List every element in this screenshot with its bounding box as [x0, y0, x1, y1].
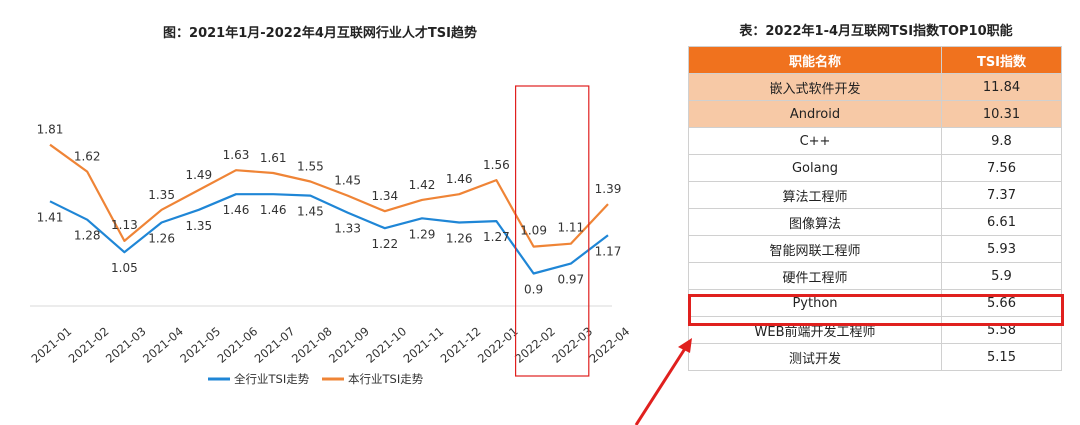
data-label: 1.46: [446, 172, 473, 186]
table-row: C++ 9.8: [688, 127, 1062, 155]
data-label: 1.63: [223, 148, 250, 162]
tsi-value-cell: 5.58: [941, 316, 1062, 344]
table-row: 测试开发 5.15: [688, 343, 1062, 371]
data-label: 1.81: [37, 123, 64, 137]
data-label: 1.46: [260, 203, 287, 217]
role-name-cell: 硬件工程师: [688, 262, 942, 290]
data-label: 1.22: [371, 237, 398, 251]
tsi-value-cell: 7.56: [941, 154, 1062, 182]
role-name-cell: 算法工程师: [688, 181, 942, 209]
data-label: 1.62: [74, 150, 101, 164]
data-label: 1.11: [557, 221, 584, 235]
legend-label: 本行业TSI走势: [348, 372, 424, 386]
tsi-value-cell: 11.84: [941, 73, 1062, 101]
x-tick-label: 2021-01: [29, 324, 75, 366]
role-name-cell: 智能网联工程师: [688, 235, 942, 263]
x-tick-label: 2021-06: [215, 324, 261, 366]
x-tick-label: 2021-12: [438, 324, 484, 366]
python-highlight-box: [688, 294, 1064, 326]
table-row: 算法工程师 7.37: [688, 181, 1062, 209]
data-label: 1.27: [483, 230, 510, 244]
role-name-cell: WEB前端开发工程师: [688, 316, 942, 344]
tsi-value-cell: 7.37: [941, 181, 1062, 209]
x-tick-label: 2021-04: [140, 324, 186, 366]
table-row: Golang 7.56: [688, 154, 1062, 182]
role-name-cell: 测试开发: [688, 343, 942, 371]
tsi-line-chart: 1.41 1.28 1.05 1.26 1.35 1.46 1.46 1.45 1.33 1.22…: [29, 85, 633, 386]
data-label: 1.56: [483, 158, 510, 172]
x-tick-label: 2021-08: [289, 324, 335, 366]
data-label: 1.29: [409, 227, 436, 241]
data-label: 1.45: [334, 174, 361, 188]
data-label: 0.97: [557, 273, 584, 287]
x-tick-label: 2022-04: [587, 324, 633, 366]
x-tick-label: 2022-02: [512, 324, 558, 366]
data-label: 1.61: [260, 151, 287, 165]
data-label: 1.33: [334, 222, 361, 236]
tsi-value-cell: 5.15: [941, 343, 1062, 371]
data-label: 1.49: [185, 168, 212, 182]
tsi-value-cell: 10.31: [941, 100, 1062, 128]
x-tick-label: 2021-05: [177, 324, 223, 366]
data-label: 1.26: [446, 232, 473, 246]
tsi-value-cell: 9.8: [941, 127, 1062, 155]
table-title: 表：2022年1-4月互联网TSI指数TOP10职能: [739, 24, 1013, 39]
data-label: 1.13: [111, 218, 138, 232]
data-label: 1.46: [223, 203, 250, 217]
x-tick-label: 2021-03: [103, 324, 149, 366]
role-name-cell: 图像算法: [688, 208, 942, 236]
table-row: WEB前端开发工程师 5.58: [688, 316, 1062, 344]
data-label: 1.34: [371, 189, 398, 203]
header-role-name: 职能名称: [688, 46, 942, 74]
role-name-cell: C++: [688, 127, 942, 155]
role-name-cell: Golang: [688, 154, 942, 182]
x-tick-label: 2021-02: [66, 324, 112, 366]
x-tick-label: 2021-10: [363, 324, 409, 366]
table-row: 智能网联工程师 5.93: [688, 235, 1062, 263]
data-label: 1.26: [148, 232, 175, 246]
data-label: 0.9: [524, 282, 543, 296]
data-label: 1.05: [111, 261, 138, 275]
x-tick-label: 2021-11: [401, 324, 447, 366]
table-header-row: 职能名称 TSI指数: [688, 46, 1062, 74]
data-label: 1.35: [148, 188, 175, 202]
table-row: Android 10.31: [688, 100, 1062, 128]
data-label: 1.17: [595, 244, 622, 258]
tsi-value-cell: 5.93: [941, 235, 1062, 263]
data-label: 1.09: [520, 224, 547, 238]
table-row: 硬件工程师 5.9: [688, 262, 1062, 290]
chart-title: 图：2021年1月-2022年4月互联网行业人才TSI趋势: [163, 26, 477, 41]
role-name-cell: 嵌入式软件开发: [688, 73, 942, 101]
data-label: 1.45: [297, 205, 324, 219]
data-label: 1.42: [409, 178, 436, 192]
data-label: 1.41: [37, 210, 64, 224]
highlight-box-2022: [514, 85, 590, 377]
x-tick-label: 2021-07: [252, 324, 298, 366]
legend-label: 全行业TSI走势: [234, 372, 310, 386]
data-label: 1.28: [74, 229, 101, 243]
data-label: 1.55: [297, 159, 324, 173]
x-tick-label: 2022-01: [475, 324, 521, 366]
top10-table: 职能名称 TSI指数 嵌入式软件开发 11.84 Android 10.31 C++ 9.…: [688, 46, 1062, 371]
table-row: 嵌入式软件开发 11.84: [688, 73, 1062, 101]
table-row: 图像算法 6.61: [688, 208, 1062, 236]
x-tick-label: 2021-09: [326, 324, 372, 366]
data-label: 1.35: [185, 219, 212, 233]
tsi-value-cell: 6.61: [941, 208, 1062, 236]
header-tsi-index: TSI指数: [941, 46, 1062, 74]
data-label: 1.39: [595, 182, 622, 196]
role-name-cell: Android: [688, 100, 942, 128]
tsi-value-cell: 5.9: [941, 262, 1062, 290]
